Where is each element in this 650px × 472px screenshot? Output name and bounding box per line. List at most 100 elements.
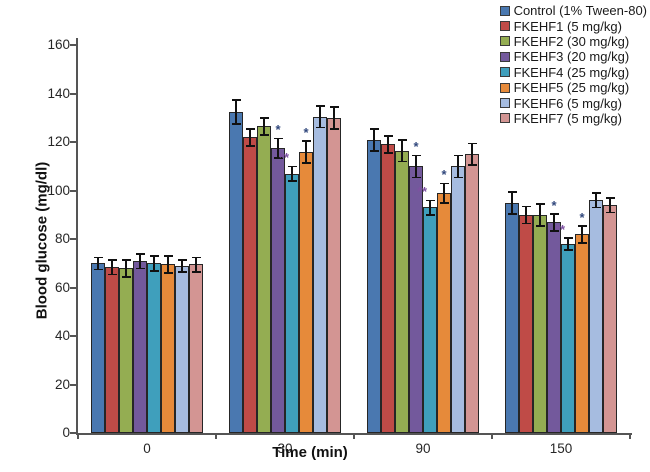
legend-label: FKEHF3 (20 mg/kg) bbox=[513, 49, 630, 65]
error-bar-cap-top bbox=[287, 165, 297, 168]
y-tick bbox=[70, 92, 76, 95]
bar-slot bbox=[189, 256, 203, 433]
legend-item: Control (1% Tween-80) bbox=[499, 3, 647, 18]
legend-label: FKEHF2 (30 mg/kg) bbox=[513, 33, 630, 49]
error-bar bbox=[111, 259, 113, 275]
error-bar-cap-top bbox=[605, 197, 615, 199]
error-bar bbox=[581, 225, 583, 243]
legend-item: FKEHF6 (5 mg/kg) bbox=[499, 95, 647, 111]
bar bbox=[423, 207, 437, 433]
x-tick bbox=[215, 433, 217, 439]
bar bbox=[175, 265, 189, 433]
bar bbox=[465, 154, 479, 433]
y-tick-label: 20 bbox=[54, 376, 70, 392]
error-bar-cap-bottom bbox=[135, 267, 145, 270]
bar-group: * ** * 30 bbox=[216, 45, 354, 456]
y-tick bbox=[70, 141, 76, 143]
error-bar-cap-bottom bbox=[605, 211, 615, 214]
significance-marker: * bbox=[275, 122, 281, 138]
error-bar-cap-top bbox=[315, 105, 325, 107]
x-tick bbox=[353, 433, 355, 439]
error-bar-cap-top bbox=[329, 106, 339, 108]
y-tick bbox=[70, 189, 76, 192]
error-bar-cap-top bbox=[521, 205, 531, 208]
legend-label: FKEHF6 (5 mg/kg) bbox=[513, 95, 622, 111]
bar bbox=[105, 266, 119, 433]
legend-swatch-icon bbox=[499, 82, 510, 93]
bar bbox=[437, 192, 451, 433]
bar-slot: ** bbox=[417, 184, 437, 433]
bar bbox=[147, 263, 161, 433]
bar bbox=[243, 137, 257, 433]
y-tick bbox=[70, 286, 76, 289]
bar bbox=[505, 202, 519, 433]
significance-marker: ** bbox=[554, 221, 566, 237]
bar-slot bbox=[147, 255, 161, 433]
bar bbox=[299, 151, 313, 433]
error-bar bbox=[567, 237, 569, 250]
error-bar-cap-bottom bbox=[383, 152, 393, 154]
error-bar-cap-bottom bbox=[231, 123, 241, 125]
significance-marker: ** bbox=[278, 150, 290, 166]
error-bar-cap-bottom bbox=[259, 134, 269, 136]
error-bar-cap-bottom bbox=[521, 222, 531, 225]
bar-slot: * bbox=[271, 122, 285, 433]
error-bar-cap-bottom bbox=[315, 126, 325, 129]
error-bar-cap-top bbox=[577, 225, 587, 227]
error-bar-cap-bottom bbox=[507, 212, 517, 215]
bar bbox=[381, 144, 395, 433]
error-bar-cap-bottom bbox=[397, 160, 407, 163]
error-bar-cap-top bbox=[177, 259, 187, 261]
error-bar-cap-top bbox=[563, 237, 573, 239]
plot-area: 0 * ** * 30 * ** * 90 * ** * 150 0 20 40 60 80 100 120 140 1… bbox=[47, 37, 632, 456]
bar-slot bbox=[229, 98, 243, 433]
error-bar-cap-bottom bbox=[425, 214, 435, 216]
error-bar-cap-bottom bbox=[549, 229, 559, 232]
bar-slot bbox=[313, 105, 327, 433]
bar-group: 0 bbox=[78, 45, 216, 456]
error-bar-cap-bottom bbox=[411, 176, 421, 179]
error-bar bbox=[525, 206, 527, 224]
significance-marker: * bbox=[303, 124, 309, 140]
error-bar bbox=[373, 128, 375, 151]
error-bar bbox=[263, 117, 265, 135]
legend-label: FKEHF7 (5 mg/kg) bbox=[513, 110, 622, 126]
bar-slot: * bbox=[299, 125, 313, 433]
significance-marker: * bbox=[413, 139, 419, 155]
error-bar-cap-bottom bbox=[121, 276, 131, 278]
error-bar-cap-top bbox=[369, 128, 379, 130]
error-bar bbox=[387, 135, 389, 153]
bar bbox=[561, 243, 575, 433]
y-tick-label: 0 bbox=[62, 425, 70, 440]
error-bar-cap-top bbox=[397, 138, 407, 141]
legend: Control (1% Tween-80) FKEHF1 (5 mg/kg) FKE… bbox=[499, 3, 647, 126]
x-tick-label: 0 bbox=[143, 441, 151, 456]
error-bar-cap-top bbox=[231, 98, 241, 101]
error-bar bbox=[511, 191, 513, 214]
bar bbox=[367, 139, 381, 433]
error-bar-cap-top bbox=[107, 259, 117, 261]
bar bbox=[603, 205, 617, 433]
bar bbox=[519, 214, 533, 433]
bar-slot bbox=[133, 252, 147, 433]
y-tick bbox=[70, 432, 76, 434]
error-bar-cap-top bbox=[383, 135, 393, 137]
error-bar-cap-top bbox=[453, 154, 463, 157]
bar-slot bbox=[395, 138, 409, 433]
error-bar bbox=[553, 213, 555, 231]
error-bar-cap-top bbox=[149, 255, 159, 257]
x-tick bbox=[491, 433, 493, 439]
bar-slot bbox=[519, 205, 533, 433]
error-bar-cap-top bbox=[245, 128, 255, 130]
legend-item: FKEHF4 (25 mg/kg) bbox=[499, 65, 647, 80]
error-bar-cap-bottom bbox=[149, 269, 159, 272]
bar-slot bbox=[367, 128, 381, 433]
error-bar-cap-top bbox=[411, 154, 421, 157]
bar bbox=[327, 117, 341, 433]
x-tick-label: 30 bbox=[277, 441, 293, 456]
error-bar-cap-top bbox=[301, 140, 311, 142]
legend-swatch-icon bbox=[499, 36, 510, 47]
bar-slot bbox=[243, 128, 257, 433]
error-bar-cap-bottom bbox=[535, 225, 545, 227]
bar bbox=[161, 264, 175, 433]
